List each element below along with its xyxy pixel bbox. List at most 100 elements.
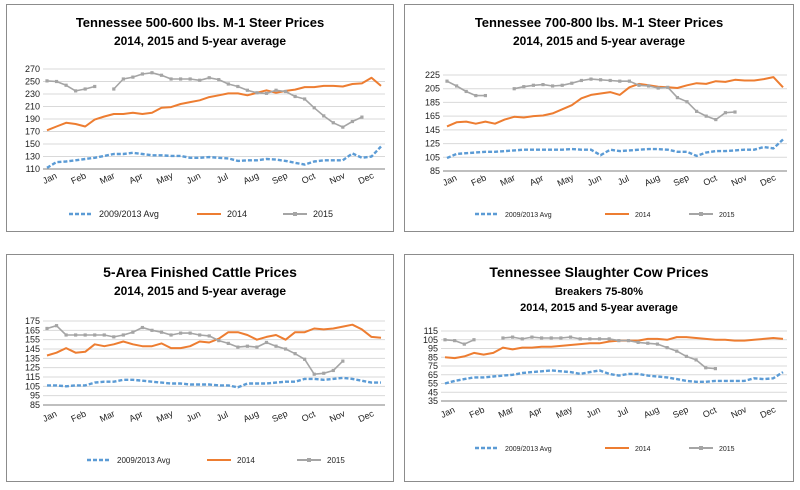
- data-point: [646, 341, 650, 345]
- x-tick-label: Nov: [729, 404, 748, 420]
- data-point: [159, 73, 164, 77]
- data-point: [217, 339, 221, 343]
- data-point: [112, 335, 116, 339]
- data-point: [131, 75, 135, 79]
- x-tick-label: Aug: [242, 408, 261, 424]
- y-tick-label: 130: [25, 152, 40, 162]
- data-point: [303, 97, 307, 101]
- data-point: [704, 366, 708, 370]
- data-point: [472, 338, 476, 342]
- x-tick-label: Feb: [470, 172, 488, 188]
- series-line: [444, 369, 784, 385]
- x-tick-label: Aug: [642, 404, 661, 420]
- data-point: [207, 76, 211, 80]
- legend-label: 2014: [635, 212, 651, 219]
- data-point: [627, 79, 631, 83]
- series-line: [47, 376, 381, 389]
- x-tick-label: Feb: [69, 170, 87, 186]
- data-point: [695, 109, 699, 113]
- data-point: [64, 333, 68, 337]
- data-point: [626, 339, 631, 343]
- x-tick-label: May: [155, 408, 175, 424]
- data-point: [83, 333, 87, 337]
- legend-marker: [699, 212, 703, 216]
- x-tick-label: Jun: [585, 405, 602, 420]
- y-tick-label: 225: [425, 70, 440, 80]
- data-point: [483, 93, 487, 98]
- data-point: [140, 72, 145, 76]
- chart-title: Tennessee 500-600 lbs. M-1 Steer Prices: [76, 15, 324, 30]
- data-point: [312, 372, 316, 376]
- y-tick-label: 185: [425, 97, 440, 107]
- data-point: [655, 342, 660, 346]
- data-point: [704, 114, 708, 118]
- data-point: [656, 86, 660, 90]
- data-point: [293, 352, 297, 356]
- legend-marker: [307, 458, 311, 462]
- data-point: [501, 336, 505, 340]
- legend-marker: [293, 212, 297, 216]
- y-tick-label: 175: [25, 316, 40, 326]
- data-point: [520, 337, 524, 341]
- data-point: [588, 337, 592, 341]
- data-point: [64, 83, 68, 87]
- data-point: [559, 336, 563, 340]
- y-tick-label: 230: [25, 89, 40, 99]
- series-line: [514, 78, 736, 121]
- x-tick-label: Feb: [468, 404, 486, 420]
- data-point: [474, 93, 478, 98]
- legend-label: 2009/2013 Avg: [505, 446, 552, 453]
- data-point: [274, 88, 278, 92]
- x-tick-label: Mar: [98, 408, 116, 424]
- data-point: [236, 345, 240, 349]
- data-point: [568, 335, 573, 339]
- data-point: [443, 338, 447, 342]
- data-point: [226, 82, 230, 86]
- x-tick-label: May: [556, 172, 576, 188]
- data-point: [618, 79, 622, 83]
- y-tick-label: 125: [25, 363, 40, 373]
- y-tick-label: 150: [25, 139, 40, 149]
- data-point: [530, 335, 534, 339]
- data-point: [511, 335, 515, 339]
- series-avg: [446, 138, 784, 160]
- data-point: [666, 85, 670, 89]
- y-tick-label: 105: [423, 335, 438, 345]
- y-tick-label: 105: [425, 152, 440, 162]
- data-point: [293, 94, 297, 99]
- series-line: [446, 76, 784, 128]
- y-tick-label: 105: [25, 381, 40, 391]
- series-line: [444, 336, 784, 360]
- x-tick-label: Jan: [439, 405, 456, 420]
- x-tick-label: Dec: [758, 404, 777, 420]
- x-tick-label: Dec: [357, 170, 376, 186]
- y-tick-label: 125: [425, 139, 440, 149]
- x-tick-label: Nov: [730, 172, 749, 188]
- data-point: [331, 368, 335, 373]
- data-point: [140, 325, 145, 330]
- y-tick-label: 65: [428, 370, 438, 380]
- data-point: [723, 111, 727, 115]
- data-point: [150, 71, 154, 75]
- chart-panel-slaughter-cow: Tennessee Slaughter Cow Prices Breakers 7…: [404, 254, 794, 482]
- x-tick-label: Apr: [128, 409, 145, 424]
- legend-label: 2015: [719, 212, 735, 219]
- chart-subtitle: 2014, 2015 and 5-year average: [114, 34, 286, 48]
- x-tick-label: Sep: [672, 172, 691, 188]
- y-tick-label: 85: [428, 352, 438, 362]
- data-point: [541, 83, 545, 87]
- x-tick-label: Sep: [270, 408, 289, 424]
- x-tick-label: Oct: [701, 405, 718, 420]
- y-tick-label: 115: [424, 326, 438, 336]
- chart-subtitle-2: 2014, 2015 and 5-year average: [520, 302, 678, 314]
- data-point: [283, 89, 288, 94]
- x-tick-label: Jan: [41, 171, 58, 186]
- series-line: [46, 323, 382, 357]
- y-tick-label: 35: [428, 396, 438, 406]
- legend-label: 2015: [719, 446, 735, 453]
- chart-panel-steer-500-600: Tennessee 500-600 lbs. M-1 Steer Prices 2…: [6, 4, 394, 232]
- data-point: [599, 78, 603, 82]
- data-point: [685, 100, 689, 104]
- chart-finished-cattle: 5-Area Finished Cattle Prices 2014, 2015 …: [25, 264, 385, 465]
- data-point: [560, 83, 564, 87]
